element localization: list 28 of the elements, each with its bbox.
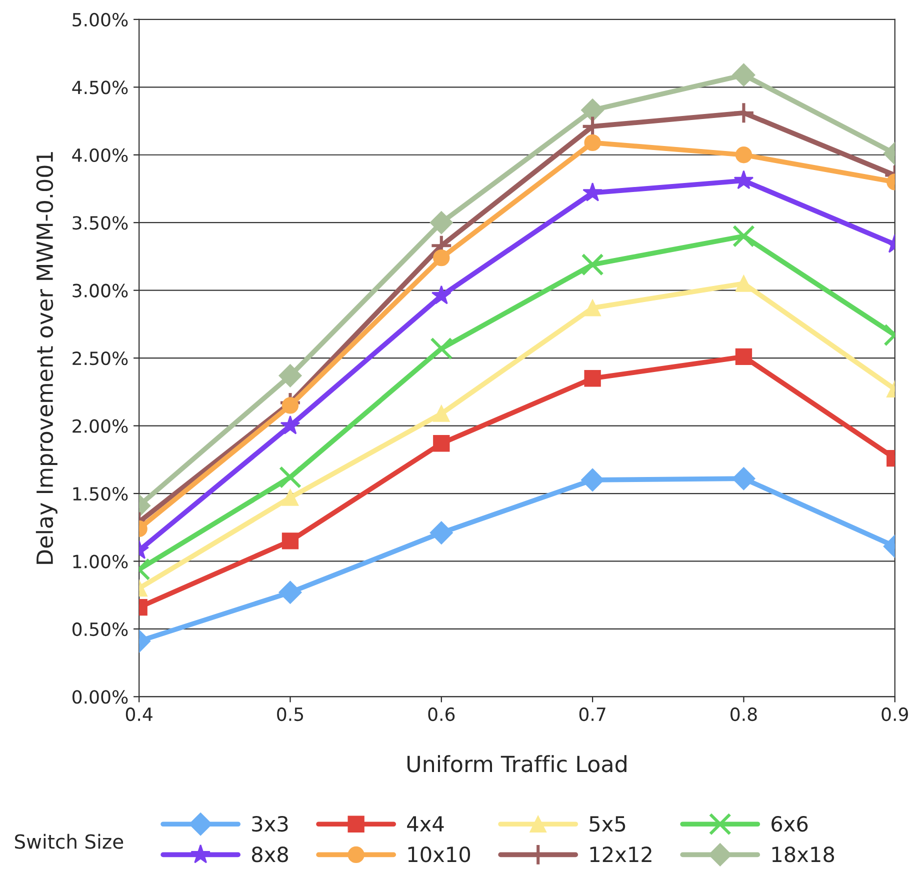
x-tick-label: 0.7 (579, 707, 606, 722)
y-tick-label: 2.00% (72, 419, 128, 433)
legend-label: 18x18 (772, 846, 834, 862)
y-tick-label: 2.50% (72, 352, 128, 366)
x-tick-label: 0.5 (277, 707, 304, 722)
y-tick-label: 4.50% (72, 80, 128, 94)
legend-title: Switch Size (15, 834, 124, 849)
legend-label: 3x3 (252, 816, 288, 832)
legend-label: 6x6 (772, 816, 808, 832)
x-axis-title: Uniform Traffic Load (407, 755, 626, 772)
y-tick-label: 4.00% (72, 148, 128, 162)
y-tick-label: 0.50% (72, 622, 128, 636)
y-tick-label: 1.00% (73, 554, 128, 568)
legend-label: 5x5 (590, 816, 626, 832)
x-tick-label: 0.9 (882, 707, 908, 722)
legend-label: 12x12 (590, 846, 652, 862)
y-tick-label: 1.50% (73, 486, 128, 501)
y-tick-label: 3.00% (72, 284, 128, 298)
y-axis-title: Delay Improvement over MWM-0.001 (36, 152, 58, 564)
x-tick-label: 0.6 (428, 707, 455, 722)
x-tick-label: 0.4 (126, 707, 152, 722)
y-tick-label: 5.00% (72, 12, 128, 27)
legend-label: 10x10 (408, 846, 470, 862)
y-tick-label: 3.50% (72, 216, 128, 230)
x-tick-label: 0.8 (730, 707, 757, 722)
legend-label: 8x8 (252, 846, 288, 862)
legend-label: 4x4 (407, 816, 444, 832)
y-tick-label: 0.00% (72, 690, 128, 704)
